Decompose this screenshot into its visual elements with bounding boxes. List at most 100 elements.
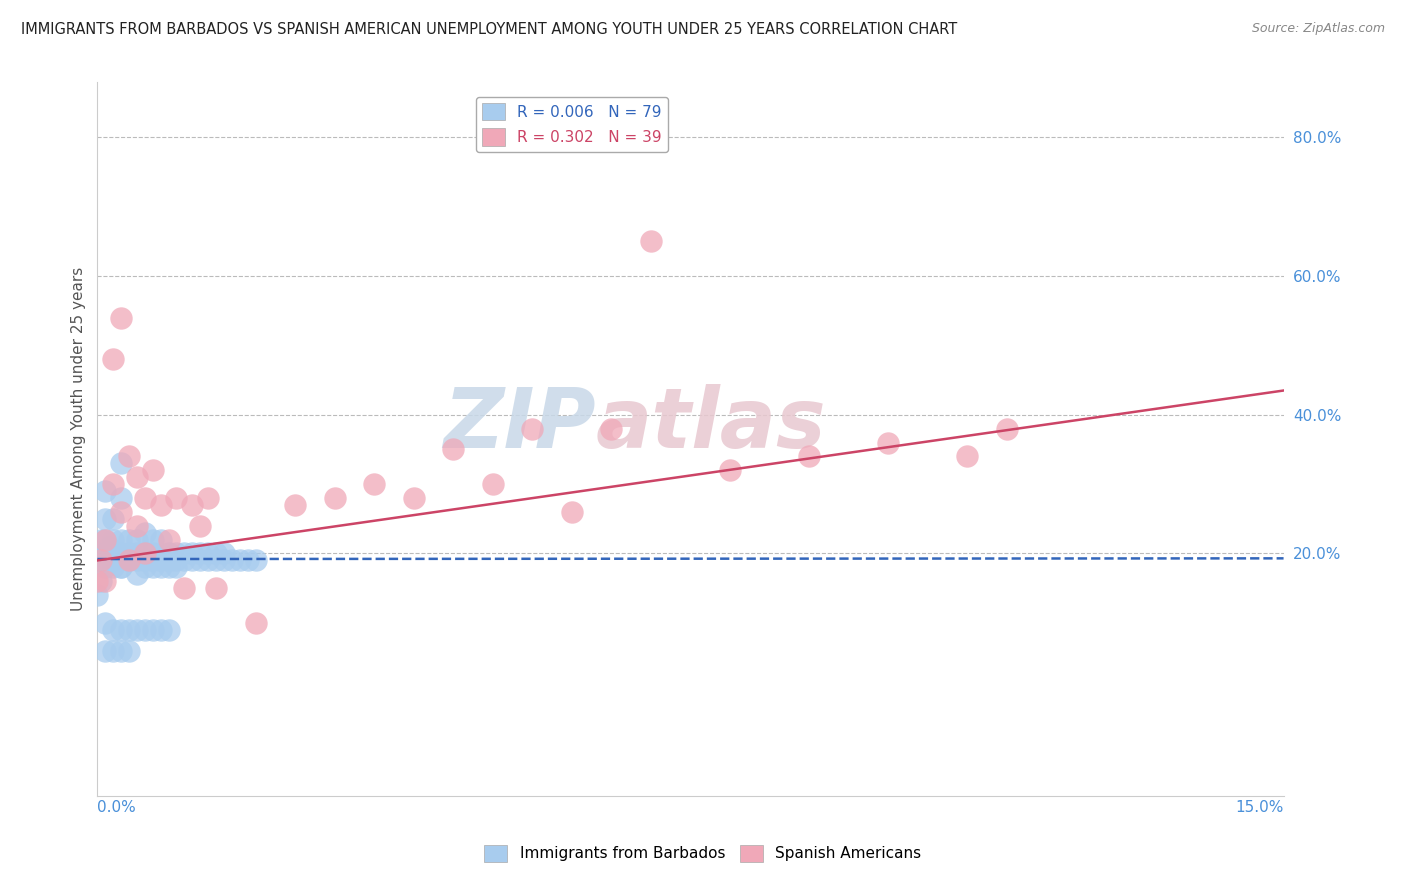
Point [110,623,132,637]
Point [149,553,172,567]
Point [481,477,503,491]
Point [245,615,267,630]
Point [125,547,148,561]
Point [181,553,204,567]
Point [157,533,180,547]
Legend: Immigrants from Barbados, Spanish Americans: Immigrants from Barbados, Spanish Americ… [478,838,928,868]
Point [94,643,117,657]
Point [134,547,156,561]
Point [149,498,172,512]
Point [157,623,180,637]
Point [94,533,117,547]
Point [173,547,195,561]
Point [94,484,117,499]
Point [134,560,156,574]
Point [363,477,385,491]
Point [165,491,187,505]
Point [228,553,250,567]
Point [142,560,165,574]
Point [323,491,346,505]
Point [134,547,156,561]
Point [205,581,228,595]
Point [173,553,195,567]
Point [94,553,117,567]
Point [118,623,141,637]
Point [212,547,235,561]
Point [197,491,219,505]
Text: ZIP: ZIP [443,384,596,466]
Point [134,525,156,540]
Point [94,560,117,574]
Point [110,456,132,470]
Text: IMMIGRANTS FROM BARBADOS VS SPANISH AMERICAN UNEMPLOYMENT AMONG YOUTH UNDER 25 Y: IMMIGRANTS FROM BARBADOS VS SPANISH AMER… [21,22,957,37]
Point [188,553,211,567]
Point [110,643,132,657]
Point [125,518,148,533]
Point [134,491,156,505]
Point [142,547,165,561]
Point [995,422,1018,436]
Point [877,435,900,450]
Point [157,553,180,567]
Point [797,450,820,464]
Point [245,553,267,567]
Point [101,352,124,367]
Point [441,442,464,457]
Point [90,533,112,547]
Point [86,553,108,567]
Point [101,553,124,567]
Point [149,623,172,637]
Point [98,540,121,554]
Point [94,533,117,547]
Point [90,574,112,589]
Point [118,450,141,464]
Point [125,470,148,484]
Text: 0.0%: 0.0% [97,800,136,814]
Point [110,533,132,547]
Point [165,553,187,567]
Point [101,560,124,574]
Point [181,498,204,512]
Point [157,547,180,561]
Point [522,422,544,436]
Point [600,422,623,436]
Point [110,547,132,561]
Point [110,310,132,325]
Point [101,547,124,561]
Point [956,450,979,464]
Point [118,533,141,547]
Point [134,623,156,637]
Point [125,567,148,582]
Point [118,553,141,567]
Point [718,463,741,477]
Point [188,518,211,533]
Legend: R = 0.006   N = 79, R = 0.302   N = 39: R = 0.006 N = 79, R = 0.302 N = 39 [475,96,668,152]
Point [101,623,124,637]
Point [221,553,243,567]
Point [101,533,124,547]
Point [640,235,662,249]
Point [110,560,132,574]
Point [118,643,141,657]
Point [157,560,180,574]
Point [212,553,235,567]
Point [188,547,211,561]
Point [284,498,307,512]
Point [101,553,124,567]
Point [197,547,219,561]
Point [125,623,148,637]
Point [94,512,117,526]
Point [125,553,148,567]
Point [110,505,132,519]
Point [110,491,132,505]
Point [205,547,228,561]
Point [134,553,156,567]
Point [118,547,141,561]
Point [149,533,172,547]
Point [94,574,117,589]
Y-axis label: Unemployment Among Youth under 25 years: Unemployment Among Youth under 25 years [72,267,86,611]
Point [165,547,187,561]
Point [142,533,165,547]
Text: atlas: atlas [596,384,827,466]
Point [197,553,219,567]
